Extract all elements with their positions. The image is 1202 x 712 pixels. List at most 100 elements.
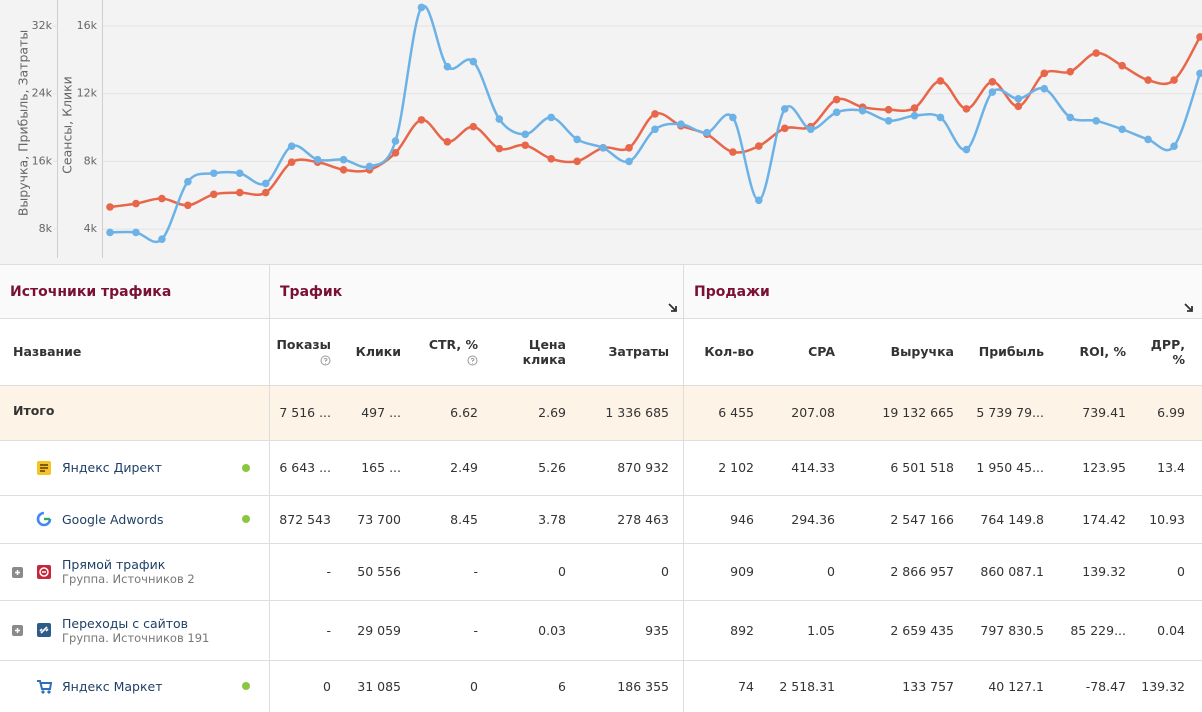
- column-header-text: Клики: [355, 344, 401, 359]
- source-name[interactable]: Прямой трафик: [62, 557, 166, 572]
- data-point: [1040, 84, 1049, 93]
- table-cell: 0: [661, 564, 669, 579]
- column-header[interactable]: ДРР, %: [1151, 318, 1185, 385]
- data-point: [1066, 67, 1075, 76]
- data-point: [832, 95, 841, 104]
- source-cell: Прямой трафик Группа. Источников 2: [62, 543, 195, 600]
- sort-arrow-icon[interactable]: [1183, 302, 1195, 314]
- table-cell: 165 ...: [361, 460, 401, 475]
- source-cell: Яндекс Директ: [62, 440, 162, 495]
- data-point: [988, 88, 997, 96]
- table-cell: 0.03: [538, 622, 566, 638]
- row-divider: [0, 600, 1202, 601]
- column-header[interactable]: Кол-во: [704, 318, 754, 385]
- table-cell: 174.42: [1082, 511, 1126, 527]
- table-cell: 0: [323, 678, 331, 694]
- table-cell: 6: [558, 678, 566, 694]
- source-name[interactable]: Переходы с сайтов: [62, 615, 189, 631]
- table-cell: -: [326, 622, 331, 638]
- column-header-text: ДРР, %: [1150, 336, 1185, 367]
- data-point: [677, 120, 685, 128]
- table-cell: 133 757: [902, 678, 954, 694]
- column-header[interactable]: Цена клика: [518, 318, 566, 385]
- table-cell: 2 102: [718, 460, 754, 475]
- data-point: [313, 155, 322, 164]
- table-cell: 2 659 435: [890, 622, 954, 638]
- data-point: [755, 142, 763, 150]
- column-header[interactable]: ROI, %: [1079, 318, 1126, 385]
- expand-button[interactable]: [12, 625, 23, 636]
- table-cell: 2 547 166: [890, 511, 954, 527]
- table-cell: 0: [470, 678, 478, 694]
- data-point: [884, 105, 893, 114]
- data-point: [755, 196, 763, 205]
- table-cell: 278 463: [617, 511, 669, 527]
- table-cell: 6 501 518: [890, 460, 954, 475]
- source-subtitle: Группа. Источников 2: [62, 572, 195, 586]
- column-header[interactable]: Затраты: [609, 318, 670, 385]
- sort-arrow-icon[interactable]: [667, 302, 679, 314]
- data-point: [806, 125, 815, 134]
- y2-tick-label: 12k: [77, 87, 98, 100]
- source-cell: Переходы с сайтов Группа. Источников 191: [62, 600, 209, 660]
- column-header-text: Затраты: [608, 344, 670, 359]
- table-cell: 0.04: [1157, 622, 1185, 638]
- table-cell: 139.32: [1082, 564, 1126, 579]
- column-header[interactable]: Показы: [276, 318, 331, 385]
- table-cell: 2 866 957: [890, 564, 954, 579]
- group-header-row: [0, 264, 1202, 318]
- column-header[interactable]: CTR, %: [429, 318, 478, 385]
- table-cell: 2.69: [538, 405, 566, 420]
- source-name[interactable]: Яндекс Директ: [62, 460, 162, 475]
- data-point: [573, 157, 581, 166]
- table-cell: 6.99: [1157, 405, 1185, 420]
- data-point: [780, 105, 789, 113]
- source-name[interactable]: Яндекс Маркет: [62, 678, 163, 694]
- help-icon[interactable]: [320, 355, 331, 366]
- data-point: [184, 201, 192, 210]
- table-cell: 1 336 685: [605, 405, 669, 420]
- source-name[interactable]: Google Adwords: [62, 511, 164, 527]
- table-cell: -: [473, 622, 478, 638]
- table-cell: 6 643 ...: [279, 460, 331, 475]
- table-cell: 764 149.8: [980, 511, 1044, 527]
- expand-button[interactable]: [12, 566, 23, 578]
- data-point: [417, 3, 426, 12]
- table-cell: 74: [738, 678, 754, 694]
- data-point: [988, 77, 997, 86]
- table-cell: -: [326, 564, 331, 579]
- table-cell: 73 700: [357, 511, 401, 527]
- source-icon: [37, 680, 52, 694]
- data-point: [547, 113, 555, 122]
- data-point: [1066, 113, 1075, 122]
- data-point: [287, 142, 296, 150]
- data-point: [1014, 95, 1023, 103]
- column-header[interactable]: Клики: [356, 318, 401, 385]
- column-header[interactable]: Прибыль: [979, 318, 1044, 385]
- row-divider: [0, 440, 1202, 441]
- table-cell: 1.05: [807, 622, 835, 638]
- table-cell: 207.08: [791, 405, 835, 420]
- row-divider: [0, 543, 1202, 544]
- column-header[interactable]: Выручка: [891, 318, 954, 385]
- column-header-text: ROI, %: [1079, 344, 1126, 359]
- data-point: [443, 62, 452, 71]
- y-tick-label: 16k: [32, 154, 53, 167]
- help-icon[interactable]: [467, 355, 478, 366]
- table-cell: 123.95: [1082, 460, 1126, 475]
- data-point: [936, 113, 945, 122]
- data-point: [962, 145, 971, 154]
- data-point: [158, 235, 166, 244]
- chart: Выручка, Прибыль, Затраты Сеансы, Клики …: [0, 0, 1202, 264]
- column-header[interactable]: CPA: [808, 318, 835, 385]
- data-point: [858, 106, 867, 115]
- data-point: [547, 154, 555, 163]
- row-divider: [0, 264, 1202, 265]
- data-point: [469, 57, 478, 66]
- data-point: [625, 157, 633, 166]
- data-point: [339, 165, 348, 174]
- column-header-text: Прибыль: [978, 344, 1044, 359]
- y-axis-title: Выручка, Прибыль, Затраты: [16, 30, 31, 216]
- data-point: [184, 177, 192, 186]
